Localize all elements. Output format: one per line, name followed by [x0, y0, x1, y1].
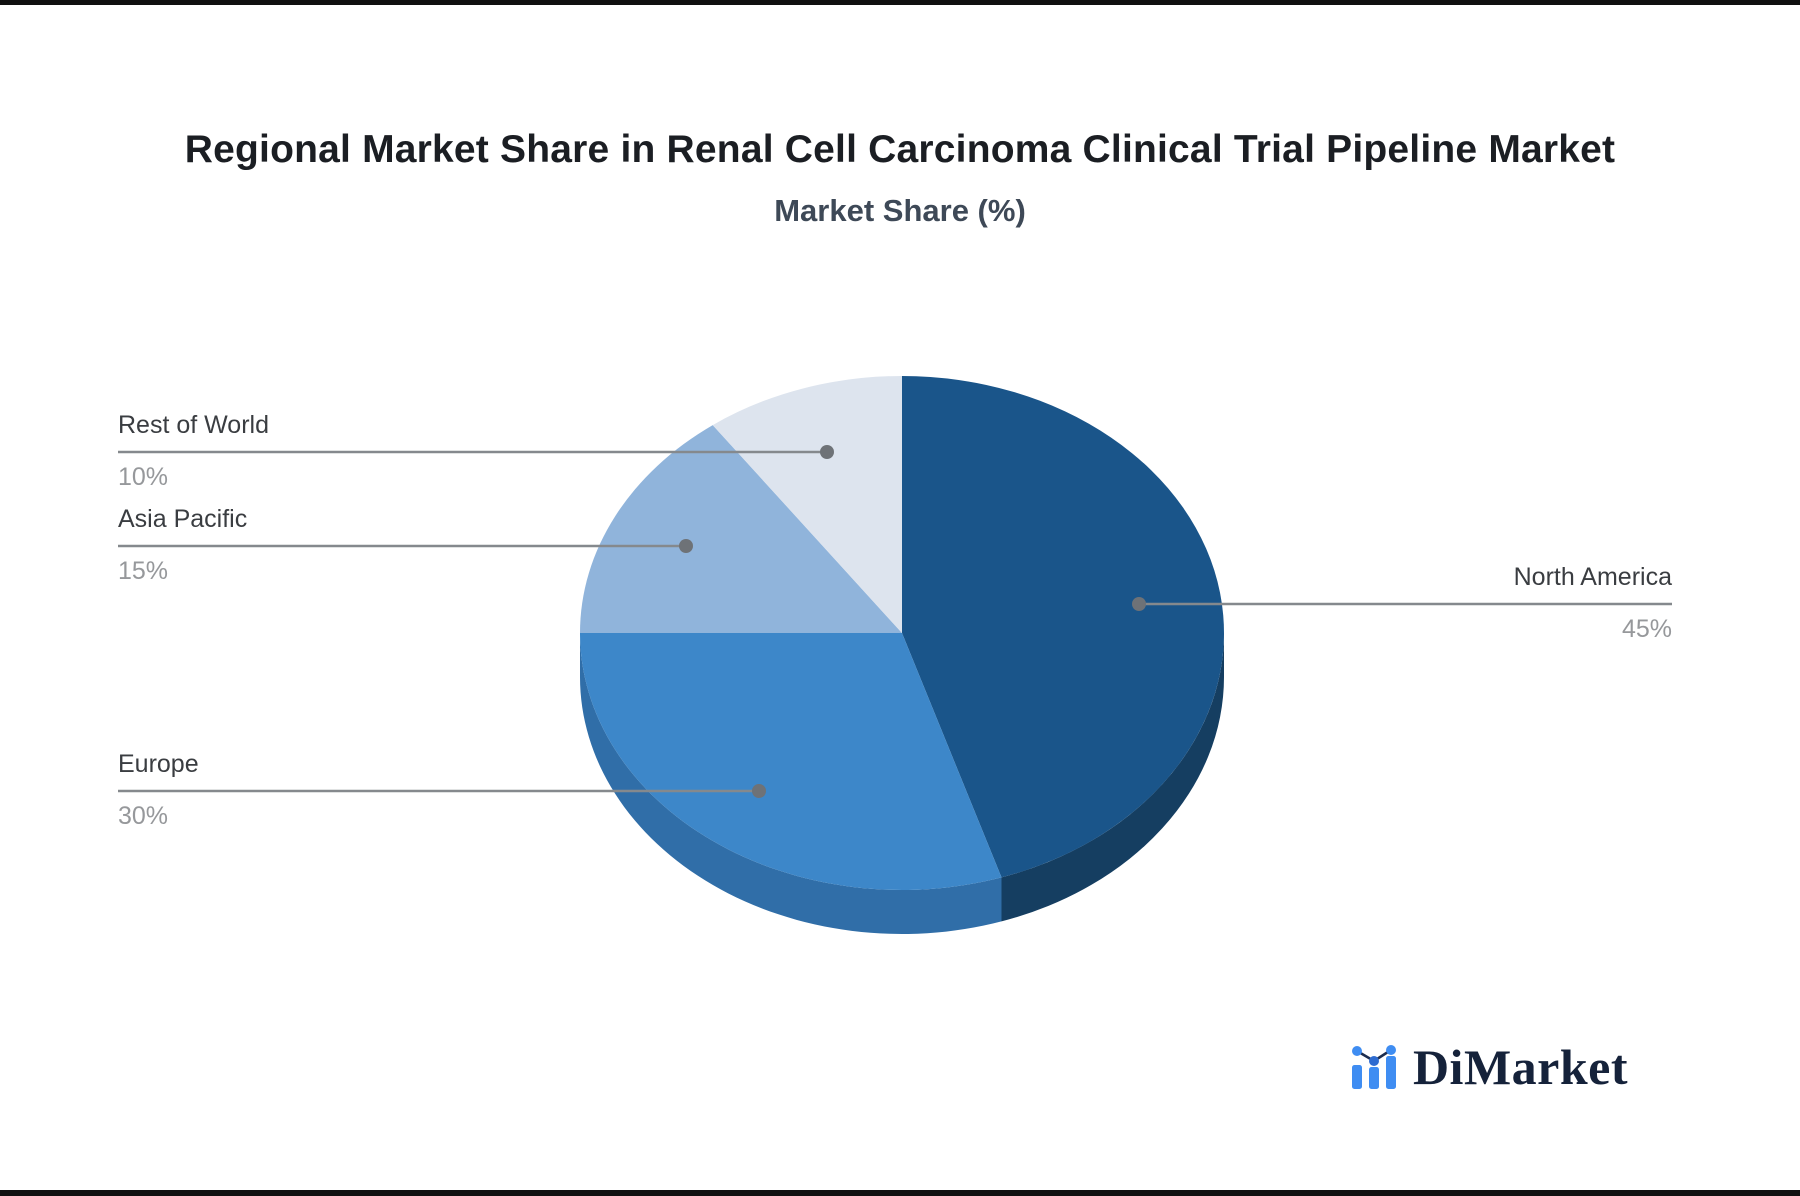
logo-text: DiMarket [1412, 1039, 1628, 1095]
leader-dot-rest-of-world [820, 445, 834, 459]
top-edge-bar [0, 0, 1800, 5]
leader-dot-north-america [1132, 597, 1146, 611]
bar-line-chart-icon [1351, 1045, 1396, 1089]
pie-label-name: North America [1513, 563, 1672, 591]
leader-dot-europe [752, 784, 766, 798]
pie-depth-north-america [1001, 633, 1224, 922]
pie-depth-europe [580, 633, 1002, 934]
pie-label-name: Rest of World [118, 411, 269, 439]
chart-subtitle: Market Share (%) [774, 193, 1026, 228]
pie-slice-asia-pacific[interactable] [580, 425, 902, 633]
pie-label-percent: 30% [118, 802, 169, 830]
pie-label-europe: Europe 30% [118, 750, 199, 831]
bottom-edge-bar [0, 1190, 1800, 1196]
pie-label-percent: 10% [118, 463, 169, 491]
pie-label-percent: 45% [1621, 615, 1672, 643]
dimarket-logo: DiMarket [1350, 1038, 1628, 1096]
pie-label-name: Asia Pacific [118, 505, 248, 533]
pie-slice-rest-of-world[interactable] [712, 376, 902, 633]
chart-title: Regional Market Share in Renal Cell Carc… [184, 128, 1616, 171]
pie-label-rest-of-world: Rest of World 10% [118, 411, 269, 492]
pie-label-asia-pacific: Asia Pacific 15% [118, 505, 247, 586]
pie-label-name: Europe [118, 750, 199, 778]
leader-dot-asia-pacific [679, 539, 693, 553]
pie-slice-north-america[interactable] [902, 376, 1225, 878]
pie-slice-europe[interactable] [580, 633, 1002, 890]
pie-label-percent: 15% [118, 557, 169, 585]
pie-label-north-america: North America 45% [1514, 563, 1672, 644]
